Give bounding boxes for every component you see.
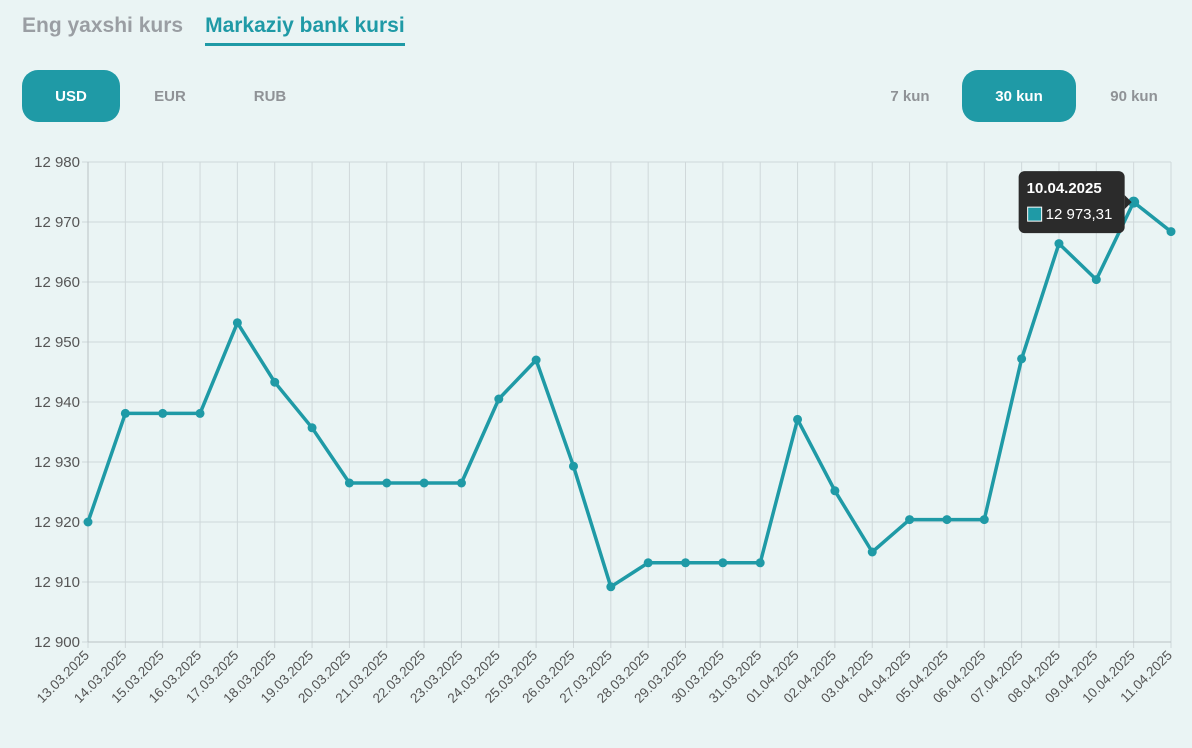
data-point [755, 558, 765, 568]
data-point [1017, 354, 1027, 364]
exchange-rate-chart: 12 900 12 910 12 920 12 930 12 940 12 950 12 9… [34, 154, 1176, 706]
rate-series-line [86, 200, 1173, 589]
y-tick-label: 12 910 [34, 574, 80, 591]
rate-type-tabs: Eng yaxshi kurs Markaziy bank kursi [22, 14, 405, 46]
data-point [681, 558, 691, 568]
data-point [232, 318, 242, 328]
data-point [158, 408, 168, 418]
tooltip-value: 12 973,31 [1046, 206, 1113, 223]
data-point [120, 408, 130, 418]
data-point [382, 478, 392, 488]
tooltip-swatch [1027, 206, 1043, 222]
data-point [531, 355, 541, 365]
currency-eur-button[interactable]: EUR [154, 87, 186, 105]
y-tick-label: 12 950 [34, 334, 80, 351]
data-point [1091, 275, 1101, 285]
y-tick-label: 12 900 [34, 634, 80, 651]
data-point [568, 461, 578, 471]
period-90-days-button[interactable]: 90 kun [1110, 87, 1158, 105]
tooltip-arrow [1124, 195, 1132, 210]
currency-rub-button[interactable]: RUB [253, 87, 287, 105]
tab-central-bank-rate[interactable]: Markaziy bank kursi [205, 14, 405, 46]
data-point [643, 558, 653, 568]
tooltip-date: 10.04.2025 [1027, 180, 1102, 197]
data-point [1128, 196, 1140, 208]
data-point [793, 414, 803, 424]
y-tick-label: 12 930 [34, 454, 80, 471]
tab-best-rate[interactable]: Eng yaxshi kurs [22, 14, 184, 37]
period-selector: 7 kun 30 kun 90 kun [858, 70, 1192, 122]
data-point [307, 423, 317, 433]
currency-usd-button[interactable]: USD [22, 70, 120, 122]
data-point [83, 517, 93, 527]
tooltip-box [1018, 171, 1125, 234]
period-7-days-button[interactable]: 7 kun [890, 87, 930, 105]
data-point [979, 515, 989, 525]
data-point [606, 582, 616, 592]
data-point [419, 478, 429, 488]
y-tick-label: 12 920 [34, 514, 80, 531]
data-point [718, 558, 728, 568]
data-point [942, 515, 952, 525]
y-tick-label: 12 970 [34, 214, 80, 231]
data-point [905, 515, 915, 525]
currency-selector: USD EUR RUB [22, 70, 320, 122]
data-point [1166, 227, 1176, 237]
data-point [195, 408, 205, 418]
y-tick-label: 12 980 [34, 154, 80, 171]
value-tooltip: 10.04.2025 12 973,31 [1018, 171, 1132, 234]
data-point [867, 547, 877, 557]
data-point [270, 377, 280, 387]
period-30-days-button[interactable]: 30 kun [962, 70, 1076, 122]
data-point [344, 478, 354, 488]
data-point [494, 394, 504, 404]
data-point [1054, 239, 1064, 249]
data-point [830, 486, 840, 496]
data-point [456, 478, 466, 488]
y-tick-label: 12 940 [34, 394, 80, 411]
y-tick-label: 12 960 [34, 274, 80, 291]
